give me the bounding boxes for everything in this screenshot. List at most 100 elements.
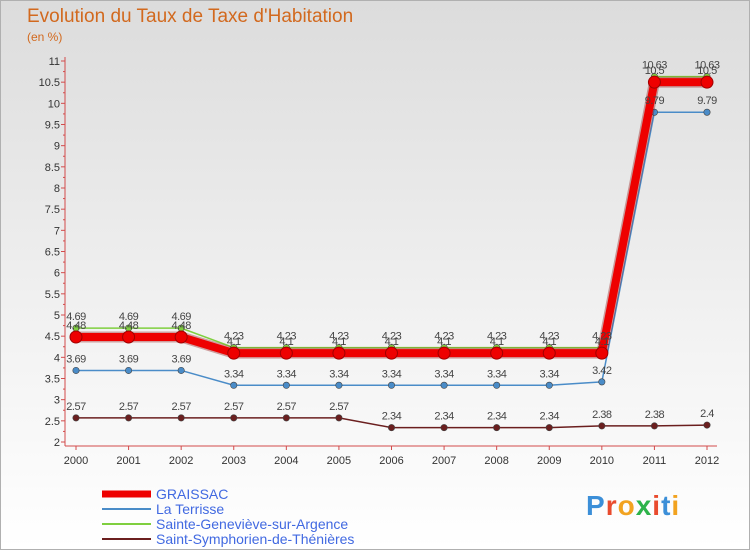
data-label-saint-symphorien-de-thenieres: 2.38	[592, 409, 612, 421]
data-label-sainte-genevieve-sur-argence: 10.63	[694, 60, 719, 72]
data-label-graissac: 4.1	[332, 336, 346, 348]
data-label-graissac: 10.5	[697, 65, 717, 77]
data-label-la-terrisse: 3.34	[224, 368, 244, 380]
data-label-sainte-genevieve-sur-argence: 4.23	[540, 331, 560, 343]
x-tick-label: 2004	[274, 455, 298, 467]
data-label-saint-symphorien-de-thenieres: 2.57	[119, 401, 139, 413]
data-point-saint-symphorien-de-thenieres	[703, 421, 711, 429]
logo-letter: x	[635, 490, 653, 521]
data-label-la-terrisse: 9.79	[645, 95, 665, 107]
y-tick-label: 7.5	[45, 204, 60, 216]
logo-letter: i	[652, 490, 662, 521]
x-tick-label: 2006	[379, 455, 403, 467]
logo-letter: t	[661, 490, 672, 521]
y-tick-label: 2.5	[45, 416, 60, 428]
data-point-saint-symphorien-de-thenieres	[650, 422, 658, 430]
data-label-graissac: 4.48	[66, 320, 86, 332]
data-point-la-terrisse	[72, 366, 80, 374]
legend-label: Sainte-Geneviève-sur-Argence	[156, 516, 348, 532]
y-tick-label: 6.5	[45, 247, 60, 259]
data-point-la-terrisse	[387, 381, 395, 389]
data-point-saint-symphorien-de-thenieres	[177, 414, 185, 422]
data-point-graissac	[174, 330, 188, 344]
x-tick-label: 2011	[643, 455, 667, 467]
data-label-graissac: 4.1	[490, 336, 504, 348]
series-layer	[69, 73, 714, 432]
data-point-graissac	[69, 330, 83, 344]
x-tick-label: 2005	[327, 455, 351, 467]
x-tick-label: 2000	[64, 455, 88, 467]
data-point-saint-symphorien-de-thenieres	[72, 414, 80, 422]
data-point-saint-symphorien-de-thenieres	[387, 424, 395, 432]
legend-label: Saint-Symphorien-de-Thénières	[156, 531, 354, 547]
data-label-sainte-genevieve-sur-argence: 4.69	[171, 311, 191, 323]
data-label-graissac: 4.1	[385, 336, 399, 348]
data-label-graissac: 4.1	[437, 336, 451, 348]
data-label-sainte-genevieve-sur-argence: 4.23	[487, 331, 507, 343]
data-point-la-terrisse	[125, 366, 133, 374]
y-tick-label: 9.5	[45, 120, 60, 132]
data-point-graissac	[647, 75, 661, 89]
data-label-graissac: 4.1	[542, 336, 556, 348]
x-tick-label: 2012	[695, 455, 719, 467]
data-label-sainte-genevieve-sur-argence: 4.23	[434, 331, 454, 343]
data-point-saint-symphorien-de-thenieres	[230, 414, 238, 422]
data-point-saint-symphorien-de-thenieres	[282, 414, 290, 422]
data-label-la-terrisse: 3.34	[540, 368, 560, 380]
data-label-graissac: 4.1	[227, 336, 241, 348]
data-label-la-terrisse: 9.79	[697, 95, 717, 107]
chart-title: Evolution du Taux de Taxe d'Habitation	[27, 6, 354, 27]
data-label-saint-symphorien-de-thenieres: 2.38	[645, 409, 665, 421]
y-tick-label: 2	[54, 437, 60, 449]
data-label-sainte-genevieve-sur-argence: 4.69	[66, 311, 86, 323]
data-label-graissac: 4.48	[119, 320, 139, 332]
data-label-graissac: 10.5	[645, 65, 665, 77]
y-tick-label: 4.5	[45, 331, 60, 343]
y-tick-label: 5	[54, 310, 60, 322]
logo-letter: r	[605, 490, 618, 521]
x-tick-label: 2009	[537, 455, 561, 467]
data-label-la-terrisse: 3.69	[119, 353, 139, 365]
data-point-saint-symphorien-de-thenieres	[125, 414, 133, 422]
data-point-graissac	[227, 346, 241, 360]
data-point-la-terrisse	[282, 381, 290, 389]
proxiti-logo: Proxiti	[586, 490, 680, 522]
legend-label: La Terrisse	[156, 501, 224, 517]
x-tick-label: 2002	[169, 455, 193, 467]
data-labels: 2.57 2.57 2.57 2.57 2.57 2.57 2.34 2.34 2.34 2.34…	[66, 60, 720, 423]
data-label-la-terrisse: 3.34	[277, 368, 297, 380]
data-point-saint-symphorien-de-thenieres	[335, 414, 343, 422]
legend-label: GRAISSAC	[156, 486, 228, 502]
data-point-graissac	[332, 346, 346, 360]
data-label-sainte-genevieve-sur-argence: 4.23	[329, 331, 349, 343]
y-tick-label: 9	[54, 141, 60, 153]
data-label-la-terrisse: 3.34	[382, 368, 402, 380]
data-label-la-terrisse: 3.34	[329, 368, 349, 380]
data-label-saint-symphorien-de-thenieres: 2.57	[329, 401, 349, 413]
y-tick-label: 11	[49, 56, 60, 68]
y-tick-label: 4	[54, 352, 60, 364]
y-tick-label: 3.5	[45, 374, 60, 386]
data-label-saint-symphorien-de-thenieres: 2.57	[171, 401, 191, 413]
axes: 2000 2001 2002 2003 2004 2005 2006 2007 2008 2009…	[64, 57, 719, 467]
x-tick-label: 2001	[116, 455, 140, 467]
data-point-la-terrisse	[440, 381, 448, 389]
logo-letter: o	[617, 490, 636, 521]
y-tick-label: 5.5	[45, 289, 60, 301]
logo-letter: i	[671, 490, 681, 521]
data-label-sainte-genevieve-sur-argence: 4.23	[382, 331, 402, 343]
data-point-la-terrisse	[598, 378, 606, 386]
data-label-sainte-genevieve-sur-argence: 4.23	[224, 331, 244, 343]
x-tick-label: 2008	[484, 455, 508, 467]
data-label-saint-symphorien-de-thenieres: 2.34	[487, 411, 507, 423]
data-point-la-terrisse	[230, 381, 238, 389]
data-point-la-terrisse	[177, 366, 185, 374]
data-point-saint-symphorien-de-thenieres	[545, 424, 553, 432]
data-label-la-terrisse: 3.34	[434, 368, 454, 380]
data-point-la-terrisse	[545, 381, 553, 389]
data-label-sainte-genevieve-sur-argence: 4.23	[592, 331, 612, 343]
data-point-saint-symphorien-de-thenieres	[598, 422, 606, 430]
